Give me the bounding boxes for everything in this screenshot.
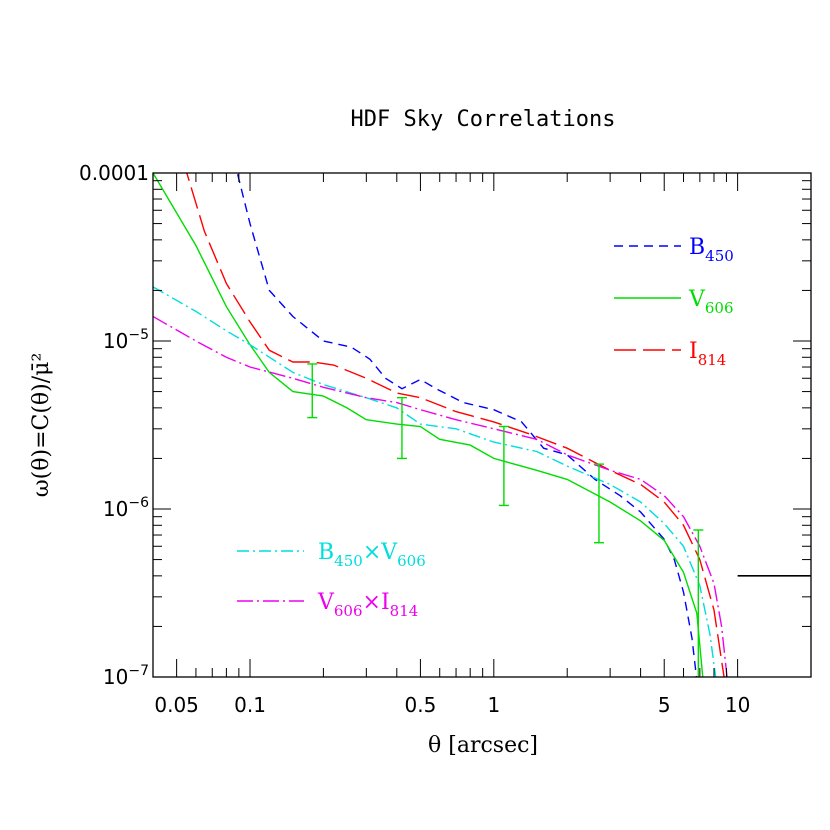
error-bar xyxy=(307,363,318,419)
legend-label: V606×I814 xyxy=(317,590,418,620)
x-tick-label: 0.1 xyxy=(234,693,266,717)
x-tick-label: 10 xyxy=(725,693,750,717)
legend-label: B450×V606 xyxy=(318,540,426,570)
y-tick-label: 10−5 xyxy=(103,327,149,353)
x-tick-label: 5 xyxy=(658,693,671,717)
y-axis-label: ω(θ)=C(θ)/μ̄² xyxy=(29,353,54,498)
legend-entry: V606×I814 xyxy=(237,590,418,620)
error-bar xyxy=(593,463,604,544)
axis-ticks xyxy=(152,172,812,678)
series-line-1 xyxy=(153,173,704,677)
legend-entry: V606 xyxy=(614,287,734,317)
chart-title: HDF Sky Correlations xyxy=(351,107,616,132)
series-line-3 xyxy=(153,286,717,677)
legend-entry: I814 xyxy=(614,339,726,369)
legend: B450 V606 I814 B450×V606 V606×I814 xyxy=(237,235,734,620)
x-tick-label: 0.05 xyxy=(154,693,199,717)
axis-tick-labels: 0.05 0.1 0.5 1 5 10 0.0001 10−5 10−6 10−7 xyxy=(79,161,750,717)
legend-label: V606 xyxy=(688,287,734,317)
y-tick-label: 10−7 xyxy=(103,663,149,689)
legend-entry: B450×V606 xyxy=(237,540,426,570)
x-tick-label: 0.5 xyxy=(405,693,437,717)
legend-entry: B450 xyxy=(614,235,734,265)
x-tick-label: 1 xyxy=(487,693,500,717)
legend-label: B450 xyxy=(689,235,734,265)
plot-frame xyxy=(152,172,812,678)
error-bar xyxy=(498,425,509,507)
series-line-2 xyxy=(186,173,725,677)
error-bar xyxy=(396,396,407,460)
y-tick-label: 10−6 xyxy=(103,495,149,521)
error-bar xyxy=(693,529,704,677)
error-bars xyxy=(307,363,704,677)
y-tick-label: 0.0001 xyxy=(79,161,149,185)
series-line-0 xyxy=(236,173,698,677)
plot-lines xyxy=(153,173,728,677)
x-axis-label: θ [arcsec] xyxy=(428,733,538,758)
series-line-4 xyxy=(153,315,728,677)
legend-label: I814 xyxy=(689,339,726,369)
